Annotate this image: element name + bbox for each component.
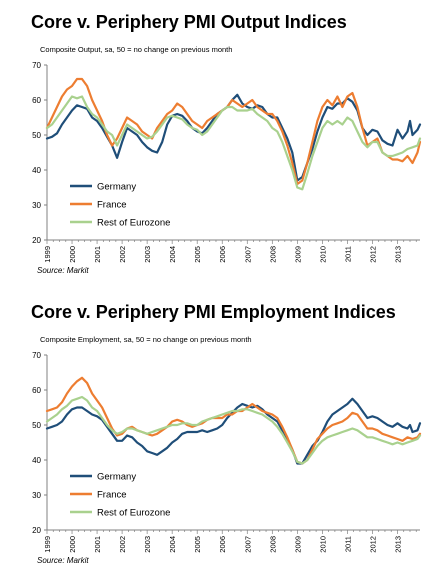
x-tick-label: 2012 [368,536,377,553]
y-tick-label: 60 [32,96,41,105]
chart-source: Source: Markit [37,556,89,565]
x-tick-label: 2008 [268,246,277,263]
chart-subtitle: Composite Employment, sa, 50 = no change… [40,335,252,344]
y-tick-label: 40 [32,166,41,175]
x-tick-label: 2002 [118,536,127,553]
x-tick-label: 2001 [93,536,102,553]
chart-source: Source: Markit [37,266,89,275]
series-line-rest-of-eurozone [45,95,422,191]
y-tick-label: 50 [32,421,41,430]
employment-chart: Core v. Periphery PMI Employment Indices… [0,290,441,580]
series-line-france [45,77,422,186]
x-tick-label: 2010 [318,536,327,553]
x-tick-label: 2011 [343,246,352,262]
x-tick-label: 2006 [218,246,227,263]
x-tick-label: 2012 [368,246,377,263]
y-tick-label: 50 [32,131,41,140]
employment-plot: 20 30 40 50 60 70 1999 2000 2001 2002 2003 2004 2005… [32,351,422,553]
x-tick-label: 2010 [318,246,327,263]
y-tick-label: 20 [32,236,41,245]
x-tick-label: 2003 [143,536,152,553]
series-line-rest-of-eurozone [45,395,422,465]
x-tick-label: 2013 [393,246,402,263]
x-tick-label: 2002 [118,246,127,263]
legend-label: France [97,200,127,211]
y-tick-label: 20 [32,526,41,535]
legend-label: Germany [97,182,136,193]
output-plot: 20 30 40 50 60 70 1999 2000 2001 2002 2003 2004 2005… [32,61,422,263]
y-tick-label: 40 [32,456,41,465]
x-tick-label: 2008 [268,536,277,553]
x-tick-label: 2006 [218,536,227,553]
series-line-germany [45,397,422,465]
x-tick-label: 2004 [168,536,177,553]
y-tick-label: 70 [32,61,41,70]
x-tick-label: 2007 [243,246,252,263]
y-tick-label: 70 [32,351,41,360]
x-tick-label: 1999 [43,246,52,263]
chart-subtitle: Composite Output, sa, 50 = no change on … [40,45,233,54]
x-tick-label: 2003 [143,246,152,263]
x-tick-label: 2009 [293,246,302,263]
x-tick-label: 2013 [393,536,402,553]
x-tick-label: 2011 [343,536,352,552]
chart-title: Core v. Periphery PMI Output Indices [31,12,347,32]
output-chart: Core v. Periphery PMI Output Indices Com… [31,12,422,275]
x-tick-label: 1999 [43,536,52,553]
legend-label: Rest of Eurozone [97,218,170,229]
x-tick-label: 2005 [193,246,202,263]
x-tick-label: 2001 [93,246,102,263]
x-tick-label: 2000 [68,536,77,553]
x-tick-label: 2000 [68,246,77,263]
x-tick-label: 2007 [243,536,252,553]
x-tick-label: 2004 [168,246,177,263]
legend-label: Rest of Eurozone [97,508,170,519]
chart-title: Core v. Periphery PMI Employment Indices [31,302,396,322]
y-tick-label: 30 [32,201,41,210]
y-tick-label: 60 [32,386,41,395]
y-tick-label: 30 [32,491,41,500]
series-line-france [45,376,422,465]
legend-label: Germany [97,472,136,483]
x-tick-label: 2005 [193,536,202,553]
x-tick-label: 2009 [293,536,302,553]
legend-label: France [97,490,127,501]
